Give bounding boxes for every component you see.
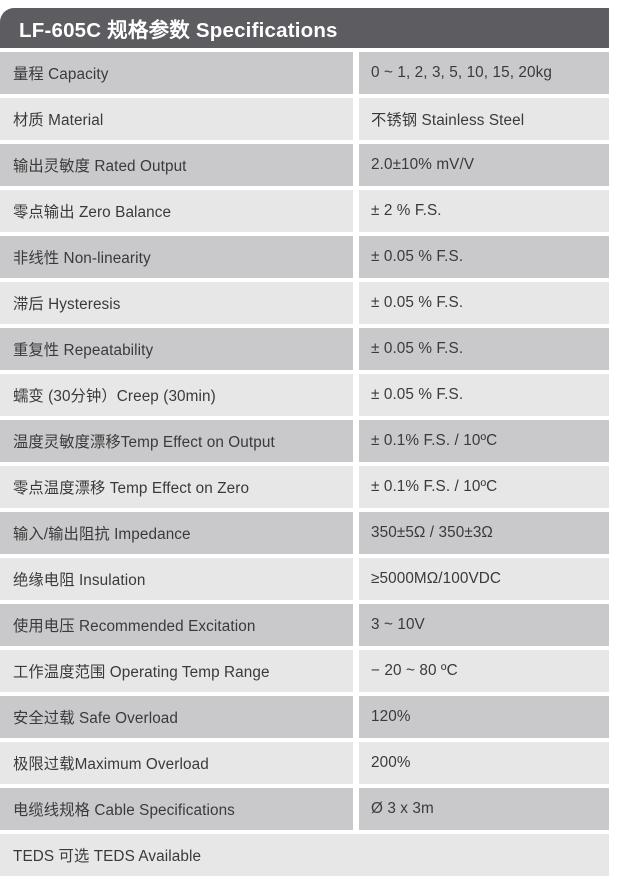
- spec-value-cell: 0 ~ 1, 2, 3, 5, 10, 15, 20kg: [359, 52, 609, 94]
- spec-label-cell: 极限过载Maximum Overload: [0, 742, 353, 784]
- table-row: 滞后 Hysteresis ± 0.05 % F.S.: [0, 282, 609, 324]
- table-row: 电缆线规格 Cable Specifications Ø 3 x 3m: [0, 788, 609, 830]
- spec-label-cell: 零点输出 Zero Balance: [0, 190, 353, 232]
- table-row: 非线性 Non-linearity ± 0.05 % F.S.: [0, 236, 609, 278]
- table-row: 量程 Capacity 0 ~ 1, 2, 3, 5, 10, 15, 20kg: [0, 52, 609, 94]
- spec-value-cell: 3 ~ 10V: [359, 604, 609, 646]
- spec-label-cell: 输入/输出阻抗 Impedance: [0, 512, 353, 554]
- table-row: 输入/输出阻抗 Impedance 350±5Ω / 350±3Ω: [0, 512, 609, 554]
- spec-label-cell: 安全过载 Safe Overload: [0, 696, 353, 738]
- spec-label-cell: 温度灵敏度漂移Temp Effect on Output: [0, 420, 353, 462]
- table-row: 工作温度范围 Operating Temp Range − 20 ~ 80 ºC: [0, 650, 609, 692]
- table-row: 使用电压 Recommended Excitation 3 ~ 10V: [0, 604, 609, 646]
- spec-value-cell: 200%: [359, 742, 609, 784]
- spec-value-cell: 不锈钢 Stainless Steel: [359, 98, 609, 140]
- spec-value-cell: 2.0±10% mV/V: [359, 144, 609, 186]
- table-row: 蠕变 (30分钟）Creep (30min) ± 0.05 % F.S.: [0, 374, 609, 416]
- spec-label-cell: 蠕变 (30分钟）Creep (30min): [0, 374, 353, 416]
- table-row: 重复性 Repeatability ± 0.05 % F.S.: [0, 328, 609, 370]
- spec-label-cell: 滞后 Hysteresis: [0, 282, 353, 324]
- spec-header-banner: LF-605C 规格参数 Specifications: [0, 8, 609, 48]
- spec-value-cell: ± 2 % F.S.: [359, 190, 609, 232]
- page-title: LF-605C 规格参数 Specifications: [19, 19, 338, 42]
- spec-label-cell: 电缆线规格 Cable Specifications: [0, 788, 353, 830]
- spec-label-cell: 零点温度漂移 Temp Effect on Zero: [0, 466, 353, 508]
- spec-value-cell: ± 0.1% F.S. / 10ºC: [359, 420, 609, 462]
- spec-label-cell: 工作温度范围 Operating Temp Range: [0, 650, 353, 692]
- table-row: 极限过载Maximum Overload 200%: [0, 742, 609, 784]
- spec-value-cell: ± 0.05 % F.S.: [359, 328, 609, 370]
- spec-value-cell: ± 0.05 % F.S.: [359, 374, 609, 416]
- spec-value-cell: ± 0.05 % F.S.: [359, 282, 609, 324]
- table-row: 安全过载 Safe Overload 120%: [0, 696, 609, 738]
- spec-label-cell: 重复性 Repeatability: [0, 328, 353, 370]
- spec-label-cell: 非线性 Non-linearity: [0, 236, 353, 278]
- spec-value-cell: Ø 3 x 3m: [359, 788, 609, 830]
- specifications-table: 量程 Capacity 0 ~ 1, 2, 3, 5, 10, 15, 20kg 材…: [0, 52, 609, 876]
- table-row: 零点温度漂移 Temp Effect on Zero ± 0.1% F.S. / …: [0, 466, 609, 508]
- spec-value-cell: ± 0.05 % F.S.: [359, 236, 609, 278]
- spec-value-cell: − 20 ~ 80 ºC: [359, 650, 609, 692]
- table-row: 温度灵敏度漂移Temp Effect on Output ± 0.1% F.S. …: [0, 420, 609, 462]
- spec-row-full-label: TEDS 可选 TEDS Available: [0, 834, 609, 876]
- spec-label-cell: 绝缘电阻 Insulation: [0, 558, 353, 600]
- spec-value-cell: 120%: [359, 696, 609, 738]
- spec-label-cell: 输出灵敏度 Rated Output: [0, 144, 353, 186]
- table-row: 材质 Material 不锈钢 Stainless Steel: [0, 98, 609, 140]
- spec-label-cell: 使用电压 Recommended Excitation: [0, 604, 353, 646]
- spec-value-cell: ≥5000MΩ/100VDC: [359, 558, 609, 600]
- table-row: 零点输出 Zero Balance ± 2 % F.S.: [0, 190, 609, 232]
- spec-value-cell: ± 0.1% F.S. / 10ºC: [359, 466, 609, 508]
- table-row: TEDS 可选 TEDS Available: [0, 834, 609, 876]
- spec-label-cell: 材质 Material: [0, 98, 353, 140]
- spec-value-cell: 350±5Ω / 350±3Ω: [359, 512, 609, 554]
- spec-label-cell: 量程 Capacity: [0, 52, 353, 94]
- table-row: 输出灵敏度 Rated Output 2.0±10% mV/V: [0, 144, 609, 186]
- table-row: 绝缘电阻 Insulation ≥5000MΩ/100VDC: [0, 558, 609, 600]
